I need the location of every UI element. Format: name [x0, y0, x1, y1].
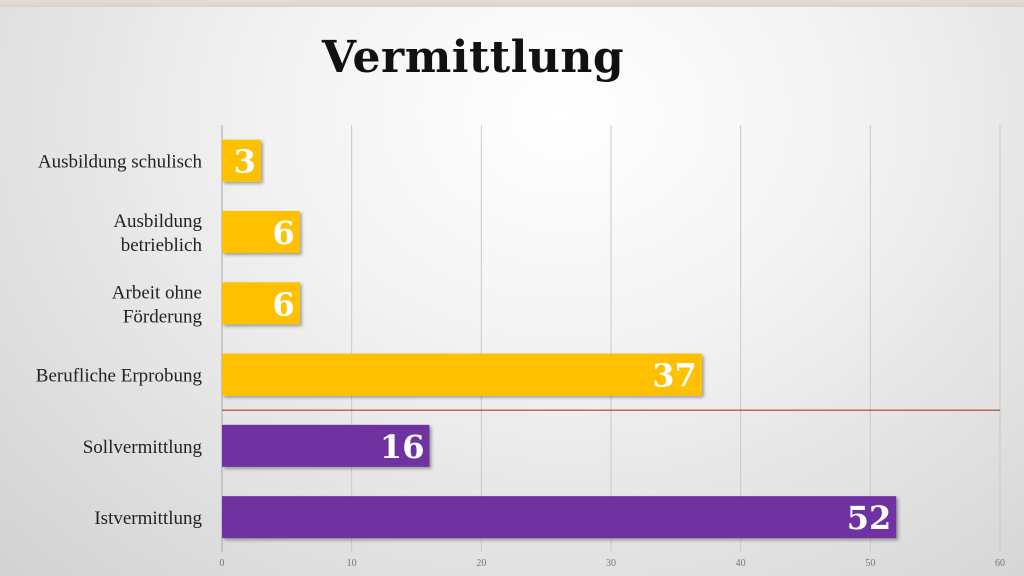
category-label: Berufliche Erprobung [36, 366, 203, 387]
bar [222, 139, 261, 182]
data-label: 6 [273, 214, 295, 252]
tick-label: 0 [220, 558, 225, 569]
category-label: Sollvermittlung [83, 437, 203, 458]
category-label: Istvermittlung [94, 508, 202, 529]
data-label: 37 [652, 357, 697, 395]
tick-label: 50 [865, 558, 875, 569]
tick-label: 40 [736, 558, 746, 569]
category-label: Ausbildung betrieblich [113, 211, 202, 256]
data-label: 3 [234, 143, 256, 181]
chart-title: Vermittlung [321, 32, 625, 83]
bar [222, 496, 897, 539]
data-label: 6 [273, 285, 295, 323]
tick-label: 10 [347, 558, 357, 569]
bar [222, 353, 702, 396]
tick-label: 60 [995, 558, 1005, 569]
category-label: Arbeit ohne Förderung [112, 282, 203, 327]
top-band [0, 0, 1024, 7]
bar [222, 210, 300, 253]
category-label: Ausbildung schulisch [38, 152, 203, 173]
tick-label: 30 [606, 558, 616, 569]
data-label: 52 [847, 499, 892, 537]
data-label: 16 [380, 428, 425, 466]
tick-label: 20 [476, 558, 486, 569]
bar [222, 424, 430, 467]
bar [222, 282, 300, 325]
